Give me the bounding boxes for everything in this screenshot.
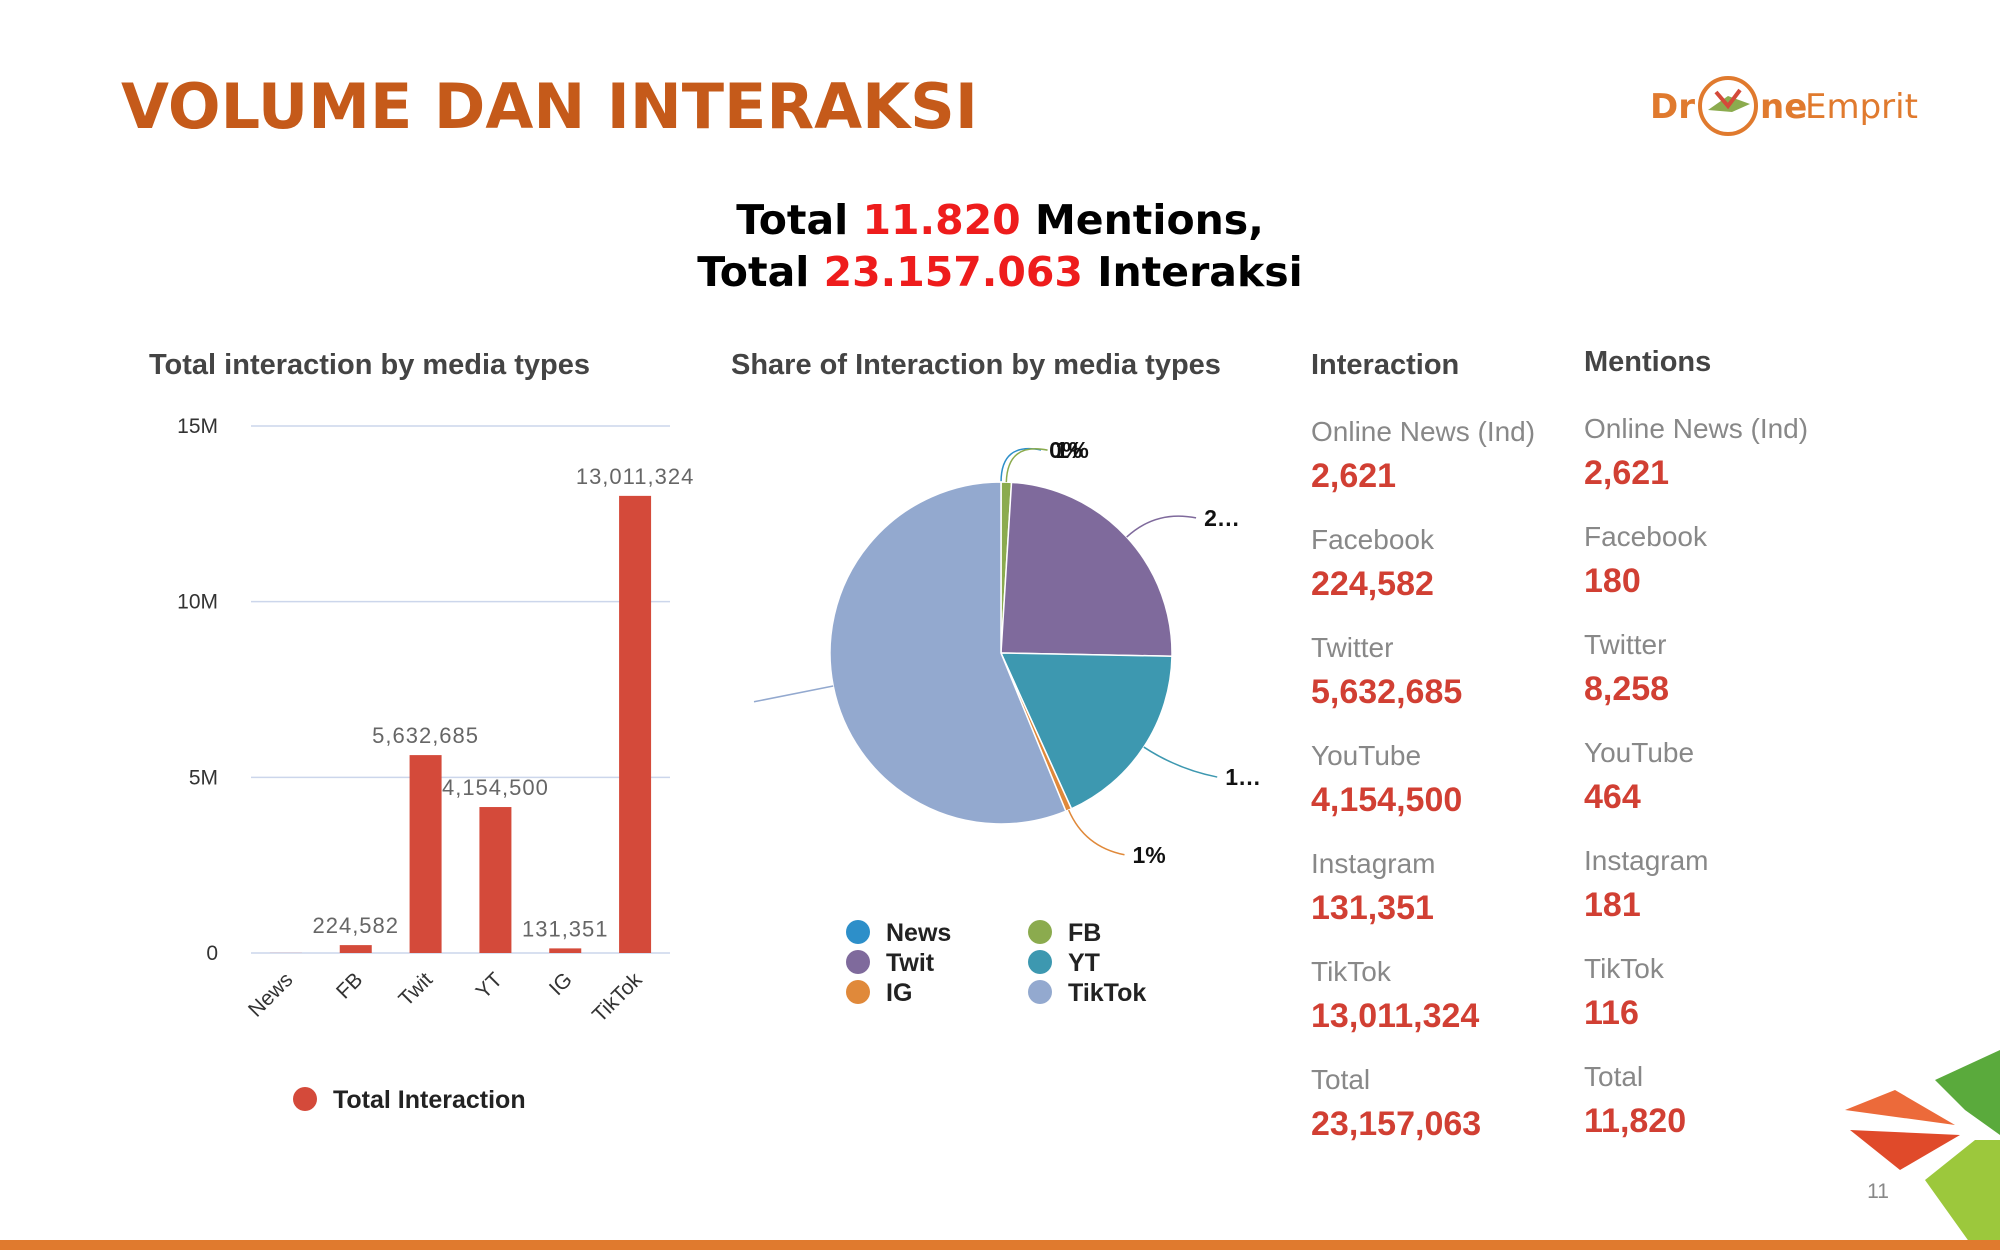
row-label: Facebook: [1311, 524, 1435, 555]
data-label: 1…: [1225, 764, 1261, 790]
subtitle-line: Total 23.157.063 Interaksi: [697, 248, 1302, 296]
row-value: 131,351: [1311, 889, 1434, 927]
legend-label: News: [886, 919, 951, 947]
slide-title: VOLUME DAN INTERAKSI: [121, 70, 978, 143]
row-value: 11,820: [1584, 1102, 1686, 1140]
legend-marker: [1028, 920, 1052, 944]
legend-label: Twit: [886, 949, 935, 977]
leader-line: [1005, 448, 1048, 483]
y-tick-label: 15M: [177, 415, 218, 438]
row-label: Online News (Ind): [1584, 413, 1808, 444]
data-label: 5,632,685: [372, 723, 479, 748]
row-value: 2,621: [1311, 457, 1396, 495]
subtitle-text: Interaksi: [1097, 248, 1302, 296]
legend-marker: [293, 1087, 317, 1111]
row-label: Total: [1311, 1064, 1370, 1095]
data-label: 1%: [1056, 437, 1089, 463]
leader-line: [1143, 746, 1218, 778]
data-label: 131,351: [522, 916, 609, 941]
bar: [339, 945, 372, 953]
subtitle-text: Total: [736, 196, 848, 244]
legend-label: IG: [886, 979, 912, 1007]
row-value: 464: [1584, 778, 1641, 816]
y-tick-label: 0: [206, 942, 218, 965]
legend-label: YT: [1068, 949, 1100, 977]
y-tick-label: 5M: [189, 766, 218, 789]
legend-marker: [846, 980, 870, 1004]
row-value: 23,157,063: [1311, 1105, 1481, 1143]
table-title: Mentions: [1584, 346, 1711, 378]
row-value: 224,582: [1311, 565, 1434, 603]
row-value: 4,154,500: [1311, 781, 1462, 819]
subtitle-text: Total: [697, 248, 809, 296]
row-label: Instagram: [1584, 845, 1709, 876]
data-label: 224,582: [312, 913, 399, 938]
subtitle-text: Mentions,: [1035, 196, 1264, 244]
logo-text: ne: [1760, 87, 1807, 127]
bar: [619, 495, 652, 953]
legend-marker: [846, 920, 870, 944]
legend-marker: [846, 950, 870, 974]
logo-icon: [1698, 76, 1758, 136]
legend-label: FB: [1068, 919, 1101, 947]
chart-title: Share of Interaction by media types: [731, 349, 1221, 381]
data-label: 1%: [1132, 842, 1165, 868]
subtitle-line: Total 11.820 Mentions,: [736, 196, 1264, 244]
leader-line: [1067, 809, 1125, 856]
logo-text: Emprit: [1805, 87, 1918, 127]
row-value: 116: [1584, 994, 1639, 1032]
bar: [479, 807, 512, 953]
leader-line: [753, 685, 834, 703]
row-label: TikTok: [1311, 956, 1392, 987]
row-label: Online News (Ind): [1311, 416, 1535, 447]
row-label: TikTok: [1584, 953, 1665, 984]
row-label: Total: [1584, 1061, 1643, 1092]
data-label: 13,011,324: [576, 464, 694, 489]
row-label: YouTube: [1584, 737, 1694, 768]
row-value: 8,258: [1584, 670, 1669, 708]
row-label: Facebook: [1584, 521, 1708, 552]
corner-decoration: [1845, 1050, 2000, 1250]
bar: [549, 948, 582, 953]
row-value: 180: [1584, 562, 1641, 600]
legend-label: Total Interaction: [333, 1086, 526, 1114]
row-value: 181: [1584, 886, 1641, 924]
y-tick-label: 10M: [177, 591, 218, 614]
subtitle-number: 11.820: [863, 196, 1021, 244]
table-title: Interaction: [1311, 349, 1459, 381]
data-label: 4,154,500: [442, 775, 549, 800]
bar: [409, 755, 442, 953]
row-value: 13,011,324: [1311, 997, 1479, 1035]
footer-bar: [0, 1240, 2000, 1250]
legend-label: TikTok: [1068, 979, 1146, 1007]
data-label: 2…: [1204, 505, 1240, 531]
row-label: Instagram: [1311, 848, 1436, 879]
subtitle-number: 23.157.063: [824, 248, 1083, 296]
row-label: YouTube: [1311, 740, 1421, 771]
page-number: 11: [1867, 1180, 1889, 1203]
row-label: Twitter: [1311, 632, 1393, 663]
leader-line: [1126, 515, 1197, 538]
data-label: 0%: [1049, 437, 1082, 463]
row-value: 2,621: [1584, 454, 1669, 492]
legend-marker: [1028, 950, 1052, 974]
row-label: Twitter: [1584, 629, 1666, 660]
logo-text: Dr: [1650, 87, 1695, 127]
legend-marker: [1028, 980, 1052, 1004]
row-value: 5,632,685: [1311, 673, 1462, 711]
chart-title: Total interaction by media types: [149, 349, 590, 381]
